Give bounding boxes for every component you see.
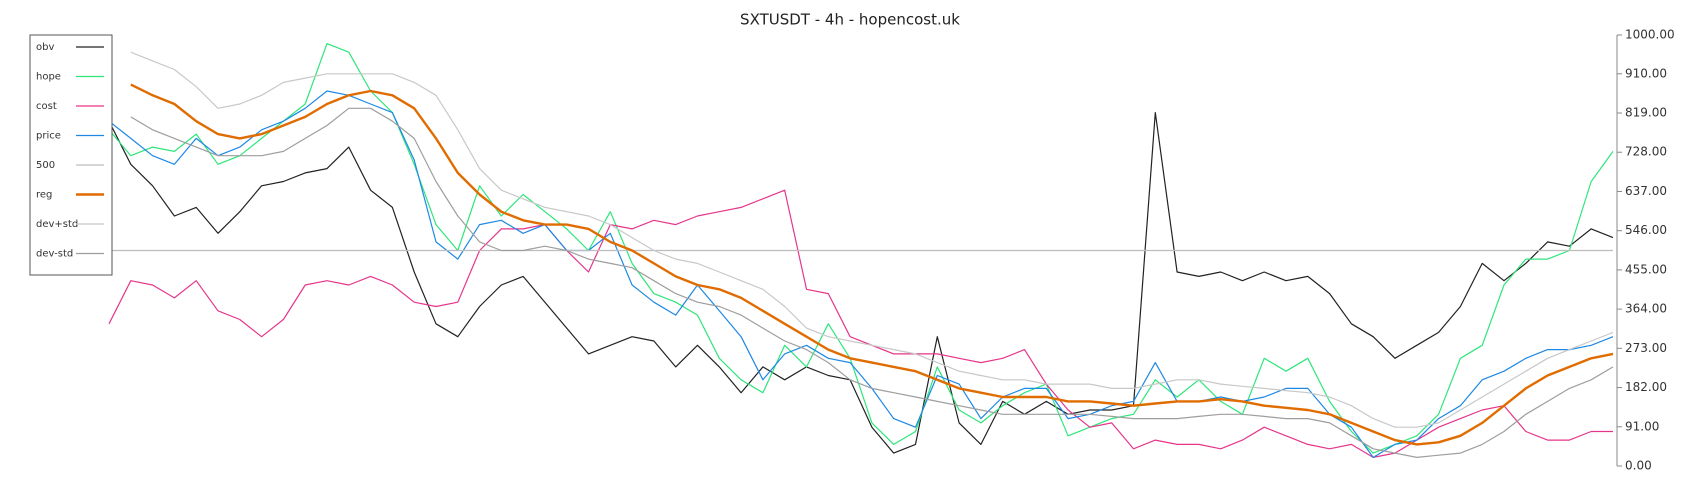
series-line — [108, 112, 1614, 454]
y-tick-label: 1000.00 — [1625, 28, 1675, 42]
y-tick-label: 364.00 — [1625, 302, 1667, 316]
legend-label: reg — [36, 190, 52, 201]
chart-title: SXTUSDT - 4h - hopencost.uk — [740, 11, 960, 29]
y-tick-label: 91.00 — [1625, 419, 1659, 433]
y-tick-label: 0.00 — [1625, 459, 1652, 473]
legend-label: cost — [36, 101, 57, 112]
legend-label: dev-std — [36, 249, 73, 260]
y-tick-label: 819.00 — [1625, 106, 1667, 120]
series-line — [130, 83, 1614, 446]
legend-label: 500 — [36, 160, 55, 171]
series-line — [130, 107, 1614, 458]
y-tick-label: 182.00 — [1625, 380, 1667, 394]
y-tick-label: 455.00 — [1625, 262, 1667, 276]
legend-label: price — [36, 131, 61, 142]
series-line — [108, 43, 1614, 454]
series-line — [130, 51, 1614, 428]
legend-label: hope — [36, 72, 61, 83]
y-tick-label: 637.00 — [1625, 184, 1667, 198]
legend-box — [29, 34, 113, 276]
y-tick-label: 910.00 — [1625, 66, 1667, 80]
y-tick-label: 273.00 — [1625, 341, 1667, 355]
y-tick-label: 546.00 — [1625, 223, 1667, 237]
legend-label: obv — [36, 42, 54, 53]
series-line — [108, 189, 1613, 458]
y-tick-label: 728.00 — [1625, 145, 1667, 159]
legend-label: dev+std — [36, 219, 78, 230]
